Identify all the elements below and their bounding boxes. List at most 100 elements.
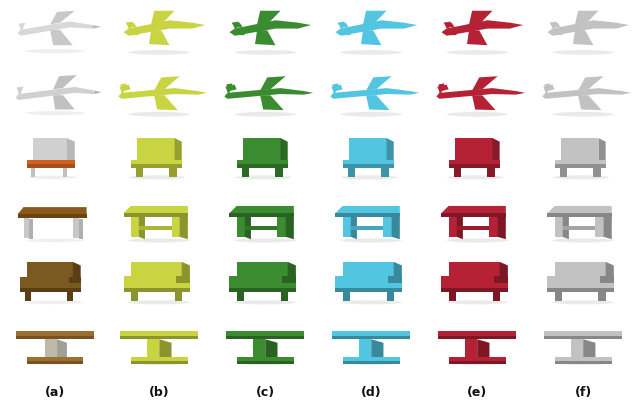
Ellipse shape (552, 112, 614, 117)
Polygon shape (20, 277, 31, 284)
Polygon shape (563, 213, 569, 239)
Polygon shape (447, 30, 457, 35)
Polygon shape (227, 83, 232, 93)
Polygon shape (477, 339, 490, 362)
Polygon shape (555, 360, 612, 364)
Polygon shape (198, 91, 207, 95)
Bar (342, 292, 350, 301)
Bar (387, 292, 394, 301)
Ellipse shape (26, 111, 84, 115)
Polygon shape (147, 339, 159, 358)
Bar (488, 168, 495, 177)
Polygon shape (436, 88, 516, 99)
Polygon shape (122, 92, 134, 97)
Polygon shape (335, 213, 400, 217)
Bar (593, 168, 600, 177)
Polygon shape (227, 331, 304, 336)
Polygon shape (73, 262, 81, 287)
Polygon shape (280, 138, 288, 164)
Polygon shape (437, 85, 449, 92)
Polygon shape (118, 88, 198, 99)
Polygon shape (151, 11, 175, 24)
Polygon shape (230, 288, 296, 292)
Polygon shape (543, 85, 555, 92)
Polygon shape (278, 213, 285, 237)
Polygon shape (131, 160, 182, 164)
Polygon shape (17, 86, 24, 94)
Polygon shape (50, 30, 73, 45)
Ellipse shape (129, 238, 190, 243)
Polygon shape (159, 339, 172, 362)
Polygon shape (257, 11, 280, 24)
Polygon shape (472, 95, 495, 110)
Polygon shape (45, 339, 57, 358)
Polygon shape (552, 30, 563, 35)
Polygon shape (93, 25, 101, 28)
Ellipse shape (340, 112, 402, 117)
Polygon shape (230, 213, 294, 217)
Polygon shape (510, 22, 523, 28)
Bar (561, 162, 567, 177)
Polygon shape (15, 331, 95, 336)
Ellipse shape (129, 112, 190, 117)
Bar (137, 162, 143, 177)
Ellipse shape (343, 361, 399, 365)
Polygon shape (237, 262, 288, 284)
Bar (280, 292, 288, 301)
Polygon shape (604, 213, 612, 239)
Polygon shape (260, 76, 285, 91)
Polygon shape (600, 276, 614, 284)
Ellipse shape (131, 361, 188, 365)
Polygon shape (545, 336, 622, 339)
Ellipse shape (340, 300, 402, 304)
Polygon shape (182, 262, 190, 287)
Polygon shape (124, 276, 137, 284)
Bar (455, 162, 461, 177)
Polygon shape (253, 339, 265, 358)
Ellipse shape (28, 361, 82, 365)
Bar (243, 162, 249, 177)
Bar (67, 292, 73, 301)
Polygon shape (124, 283, 190, 288)
Polygon shape (545, 92, 557, 97)
Polygon shape (366, 95, 390, 110)
Polygon shape (555, 160, 605, 164)
Polygon shape (438, 336, 516, 339)
Polygon shape (225, 85, 237, 92)
Polygon shape (542, 88, 622, 99)
Polygon shape (33, 138, 67, 162)
Polygon shape (53, 75, 77, 89)
Polygon shape (57, 339, 67, 362)
Polygon shape (342, 213, 351, 237)
Polygon shape (245, 226, 278, 230)
Ellipse shape (447, 300, 508, 304)
Bar (454, 168, 461, 177)
Ellipse shape (447, 238, 508, 243)
Polygon shape (50, 11, 75, 24)
Bar (170, 168, 177, 177)
Polygon shape (340, 30, 351, 35)
Bar (175, 292, 182, 301)
Polygon shape (449, 357, 506, 360)
Bar (24, 218, 29, 238)
Polygon shape (120, 336, 198, 339)
Polygon shape (449, 262, 500, 284)
Polygon shape (555, 262, 605, 284)
Polygon shape (237, 164, 288, 168)
Bar (73, 218, 79, 238)
Polygon shape (616, 22, 629, 28)
Polygon shape (285, 213, 294, 239)
Polygon shape (555, 164, 605, 168)
Polygon shape (349, 138, 387, 162)
Polygon shape (490, 213, 498, 237)
Ellipse shape (235, 238, 296, 243)
Bar (349, 162, 355, 177)
Polygon shape (563, 226, 595, 230)
Polygon shape (442, 206, 506, 213)
Polygon shape (342, 160, 394, 164)
Polygon shape (457, 213, 463, 239)
Bar (26, 292, 31, 301)
Polygon shape (387, 138, 394, 164)
Polygon shape (124, 20, 195, 36)
Ellipse shape (235, 112, 296, 117)
